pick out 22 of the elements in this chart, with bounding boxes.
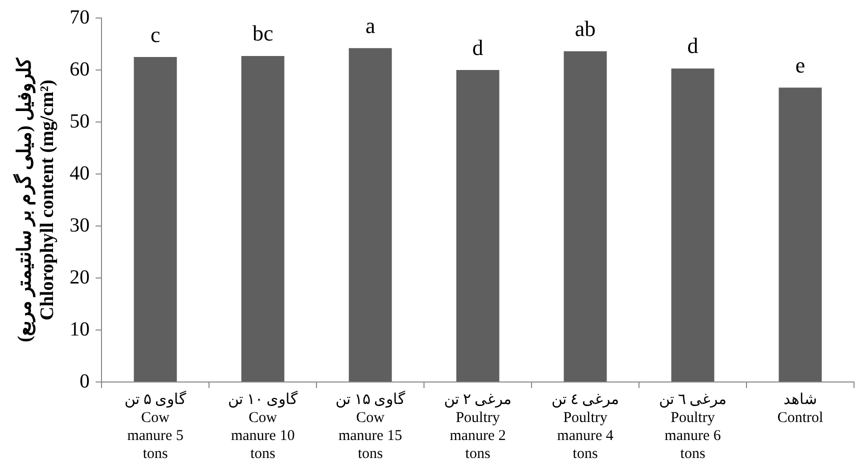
bar (778, 88, 822, 382)
y-tick-label: 10 (70, 318, 90, 340)
y-tick-label: 70 (70, 6, 90, 28)
annotation: bc (252, 20, 274, 46)
bar (348, 48, 392, 382)
y-tick-label: 40 (70, 162, 90, 184)
annotation: d (472, 34, 484, 60)
bar (671, 68, 714, 382)
y-tick-label: 0 (80, 370, 90, 392)
annotation: c (150, 22, 160, 47)
y-tick-label: 20 (70, 266, 90, 288)
bar (241, 56, 284, 382)
annotation: e (795, 52, 806, 78)
annotation: d (687, 33, 698, 58)
bar (134, 57, 177, 382)
y-tick-label: 60 (70, 58, 90, 80)
bar (456, 70, 500, 382)
bar (564, 51, 607, 382)
annotation: ab (574, 16, 596, 42)
y-tick-label: 50 (70, 110, 90, 132)
y-tick-label: 30 (70, 214, 90, 236)
annotation: a (365, 12, 376, 38)
